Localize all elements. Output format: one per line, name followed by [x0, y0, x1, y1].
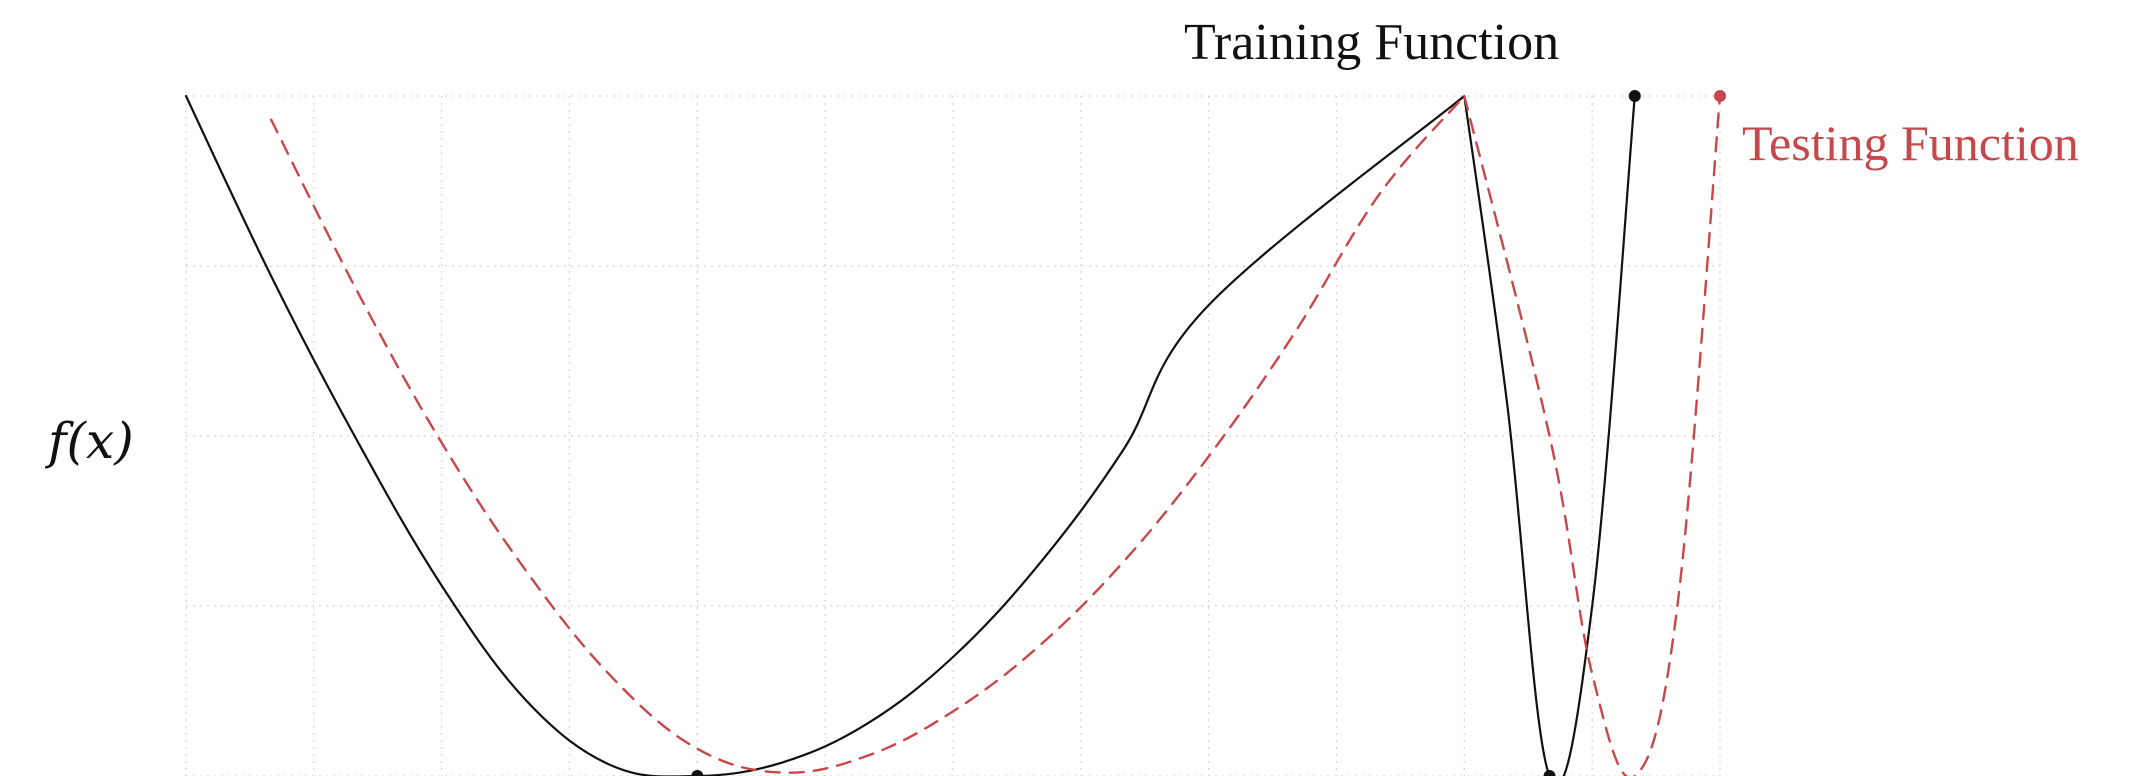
training-function-marker — [691, 770, 704, 776]
y-axis-label: f(x) — [44, 412, 134, 470]
testing-function-line — [270, 94, 1722, 776]
testing-function-label: Testing Function — [1742, 115, 2079, 171]
training-function-marker — [1543, 770, 1556, 776]
training-function-marker — [1628, 90, 1641, 102]
training-function-line — [184, 94, 1636, 776]
series-group — [184, 94, 1722, 776]
marker-group — [691, 90, 1726, 776]
grid — [185, 95, 1721, 776]
testing-function-marker — [1714, 90, 1726, 102]
training-function-label: Training Function — [1184, 14, 1559, 71]
